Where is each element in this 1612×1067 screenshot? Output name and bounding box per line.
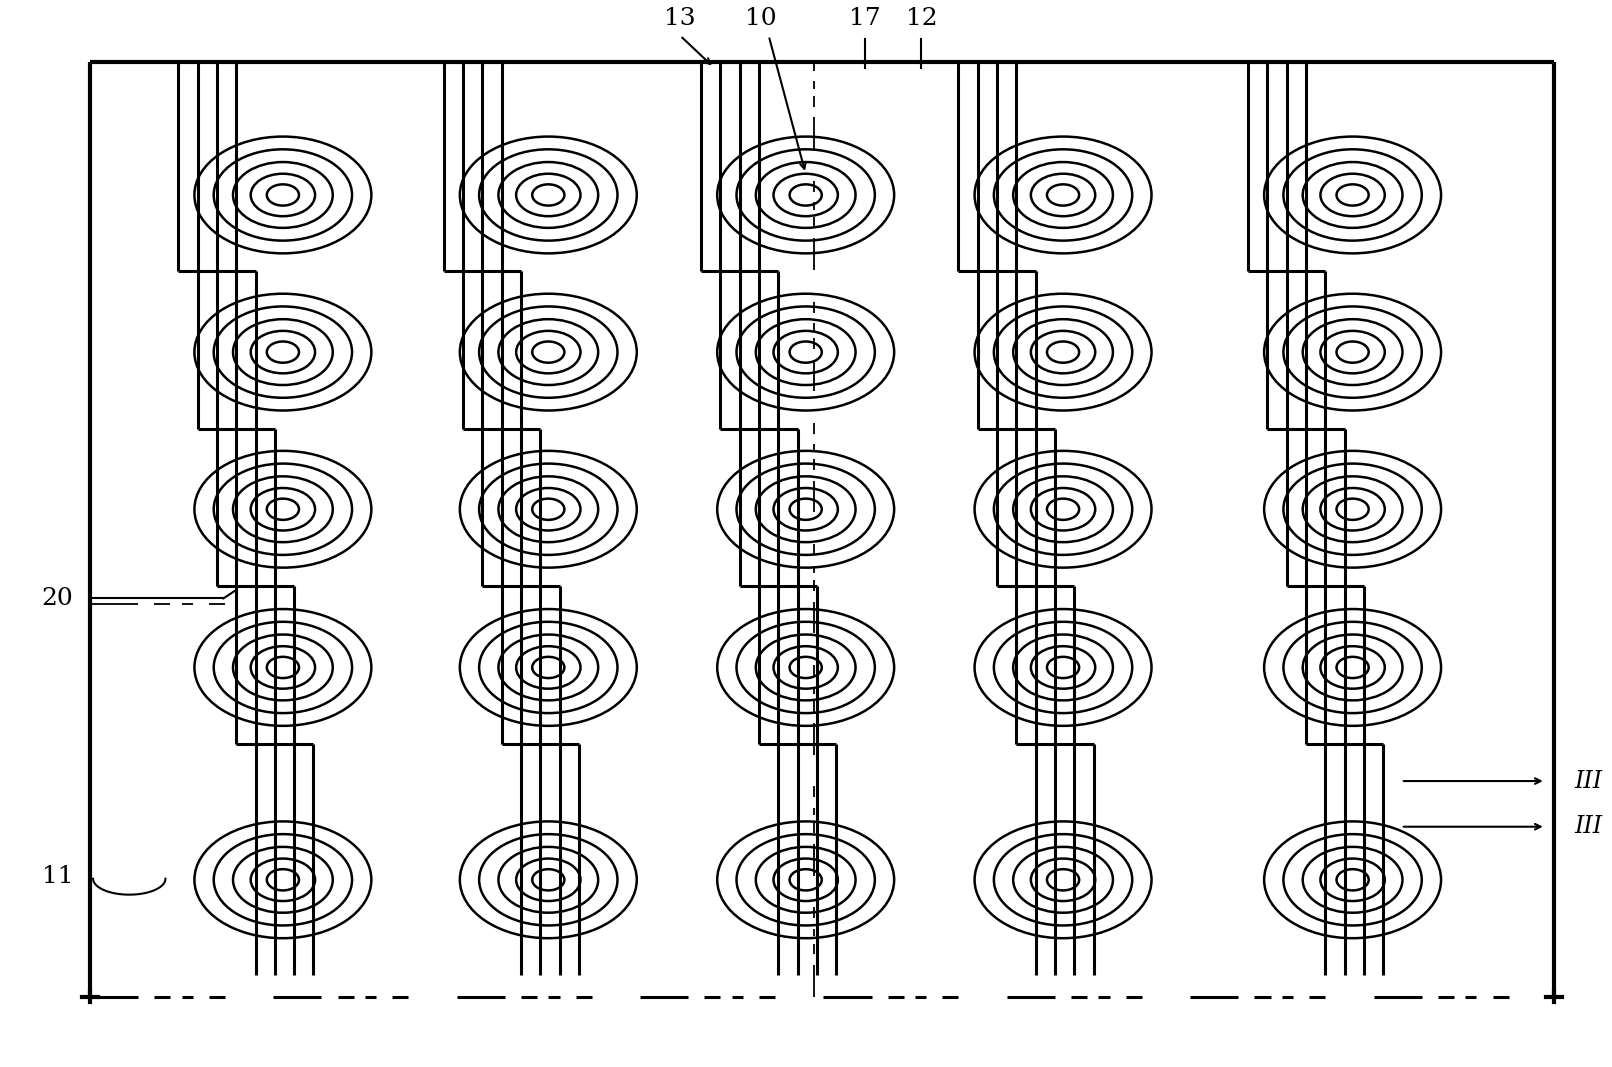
Text: 20: 20 [42, 587, 74, 610]
Text: III: III [1575, 769, 1602, 793]
Text: 11: 11 [42, 865, 73, 888]
Text: 13: 13 [664, 7, 696, 30]
Text: 10: 10 [745, 7, 777, 30]
Text: III: III [1575, 815, 1602, 839]
Text: 12: 12 [906, 7, 937, 30]
Text: 17: 17 [850, 7, 882, 30]
